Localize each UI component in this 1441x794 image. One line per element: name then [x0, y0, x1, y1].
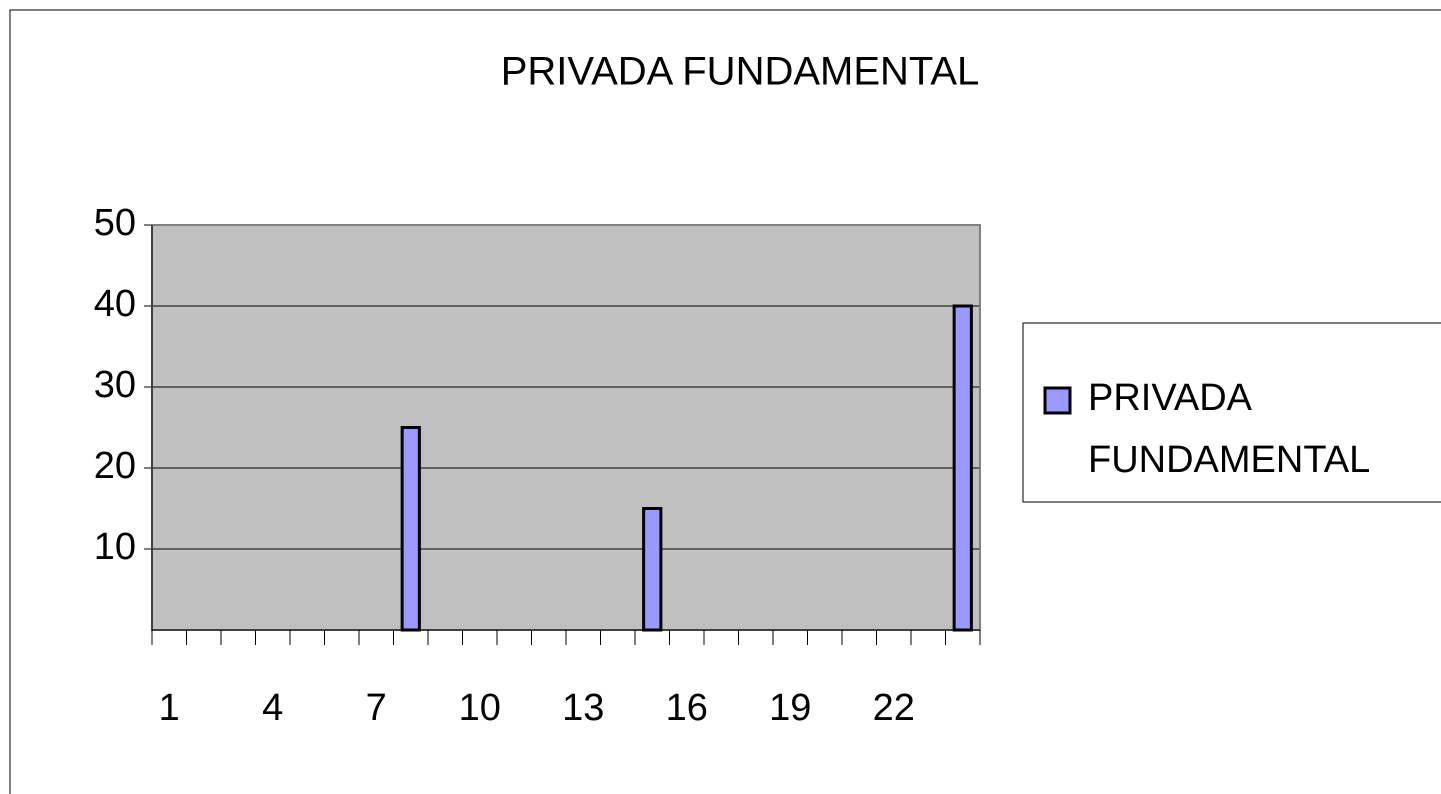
y-tick-label: 40 — [94, 283, 136, 325]
x-tick-label: 4 — [262, 687, 283, 729]
legend-box — [1022, 322, 1441, 503]
y-tick-label: 50 — [94, 202, 136, 244]
x-tick-label: 22 — [873, 687, 915, 729]
legend-label: PRIVADA FUNDAMENTAL — [1088, 377, 1370, 481]
plot-area — [152, 225, 980, 630]
y-tick-label: 20 — [94, 445, 136, 487]
x-tick-label: 19 — [769, 687, 811, 729]
bar — [400, 426, 421, 632]
legend-swatch — [1043, 386, 1072, 415]
bar — [952, 304, 973, 632]
x-tick-label: 7 — [366, 687, 387, 729]
x-tick-label: 1 — [159, 687, 180, 729]
y-tick-label: 30 — [94, 364, 136, 406]
chart-title: PRIVADA FUNDAMENTAL — [501, 50, 980, 94]
y-tick-label: 10 — [94, 526, 136, 568]
x-tick-label: 13 — [562, 687, 604, 729]
x-tick-label: 16 — [666, 687, 708, 729]
bar — [642, 507, 663, 632]
x-tick-label: 10 — [459, 687, 501, 729]
